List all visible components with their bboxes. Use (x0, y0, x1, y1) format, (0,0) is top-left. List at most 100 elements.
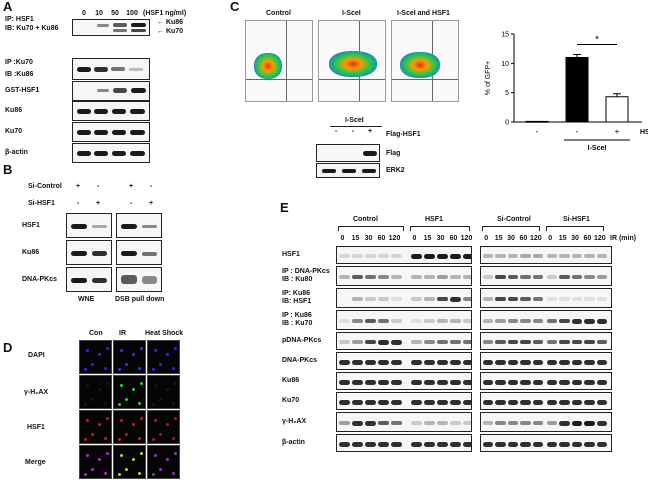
d-cell-dot (104, 402, 107, 405)
d-cell-dot (98, 388, 101, 391)
d-row-hsf1: HSF1 (27, 424, 45, 431)
e-band (571, 360, 583, 365)
e-band (571, 297, 583, 301)
d-cell-dot (120, 384, 123, 387)
d-cell-dot (104, 367, 107, 370)
e-band (463, 319, 471, 323)
e-band (520, 400, 531, 405)
e-band (584, 360, 595, 365)
e-bracket-sihsf1 (546, 226, 604, 231)
e-band (495, 400, 506, 405)
e-band (437, 380, 448, 385)
e-band (339, 275, 350, 279)
panel-b-label: B (3, 162, 13, 177)
e-band (339, 400, 350, 405)
c-ytick-label-1: 5 (505, 90, 509, 97)
e-band (596, 400, 607, 405)
d-cell-dot (98, 458, 101, 461)
e-band (596, 340, 607, 344)
c-row-flag: Flag (386, 150, 401, 157)
e-band (378, 319, 389, 323)
e-time-1-4: 120 (460, 235, 473, 242)
e-band (507, 319, 519, 323)
e-bracket-sicontrol (482, 226, 540, 231)
d-image-dapi-ir (113, 340, 146, 374)
e-band (437, 319, 448, 323)
d-image-merge-heatshock (147, 445, 180, 479)
e-row-label-5: IP : Ku86 (282, 312, 312, 319)
d-cell-dot (138, 437, 141, 440)
panel-d-label: D (3, 340, 13, 355)
e-band (365, 380, 376, 385)
e-band (339, 254, 350, 258)
d-image-dapi-heatshock (147, 340, 180, 374)
d-cell-dot (86, 454, 89, 457)
e-band (495, 340, 506, 344)
e-band (547, 275, 558, 279)
e-band (507, 275, 519, 279)
b-blot-hsf1-dsb (116, 213, 162, 238)
b-row-ku86: Ku86 (22, 249, 40, 256)
d-cell-dot (172, 437, 175, 440)
a-arrow-ku70-label: Ku70 (165, 28, 184, 35)
c-flag-hsf1: Flag-HSF1 (386, 131, 421, 138)
b-row-dnapkcs: DNA-PKcs (22, 276, 58, 283)
e-row-label-8: DNA-PKcs (282, 357, 318, 364)
e-time-0-1: 15 (351, 235, 360, 242)
e-band (365, 360, 376, 365)
d-cell-dot (174, 417, 177, 420)
e-band (352, 254, 363, 258)
e-band (378, 297, 389, 301)
e-band (437, 340, 448, 344)
e-blot-6-right (480, 372, 612, 390)
d-cell-dot (172, 367, 175, 370)
b-blot-ku86-wne (66, 240, 112, 265)
e-blot-8-right (480, 412, 612, 432)
e-blot-9-right (480, 434, 612, 452)
e-band (532, 319, 543, 323)
d-cell-dot (120, 419, 123, 422)
e-row-label-4: IB: HSF1 (282, 298, 312, 305)
c-flow-control (245, 20, 313, 102)
d-cell-dot (159, 433, 162, 436)
d-row-gh2ax: γ-H₂AX (24, 389, 49, 396)
e-band (450, 400, 461, 405)
d-cell-dot (152, 403, 155, 406)
e-band (483, 254, 494, 258)
c-ytick-label-2: 10 (501, 61, 509, 68)
e-band (559, 319, 570, 323)
e-band (559, 442, 570, 447)
e-band (584, 380, 595, 385)
c-blot-header: I-SceI (345, 117, 364, 124)
d-image-merge-ir (113, 445, 146, 479)
e-band (520, 275, 531, 279)
e-band (411, 319, 422, 323)
e-band (450, 442, 461, 447)
e-band (584, 254, 595, 258)
e-band (571, 319, 583, 324)
a-arrow-ku86: ← Ku86 (157, 19, 184, 26)
d-image-gh2ax-heatshock (147, 375, 180, 409)
d-cell-dot (154, 419, 157, 422)
e-band (532, 360, 543, 365)
d-cell-dot (154, 454, 157, 457)
e-band (339, 319, 350, 323)
c-blot-sign-1: - (351, 128, 355, 135)
d-cell-dot (174, 382, 177, 385)
d-col-heatshock: Heat Shock (145, 330, 184, 337)
e-band (352, 421, 363, 426)
d-col-con: Con (89, 330, 103, 337)
e-time-1-2: 30 (436, 235, 445, 242)
d-cell-dot (174, 347, 177, 350)
e-time-1-1: 15 (423, 235, 432, 242)
e-band (437, 421, 448, 425)
d-cell-dot (125, 433, 128, 436)
e-time-1-0: 0 (412, 235, 417, 242)
e-row-label-1: IP : DNA-PKcs (282, 268, 330, 275)
e-band (495, 360, 506, 365)
e-band (547, 340, 558, 344)
d-cell-dot (166, 458, 169, 461)
e-band (391, 421, 402, 425)
e-band (596, 442, 607, 447)
e-time-2-3: 60 (519, 235, 528, 242)
